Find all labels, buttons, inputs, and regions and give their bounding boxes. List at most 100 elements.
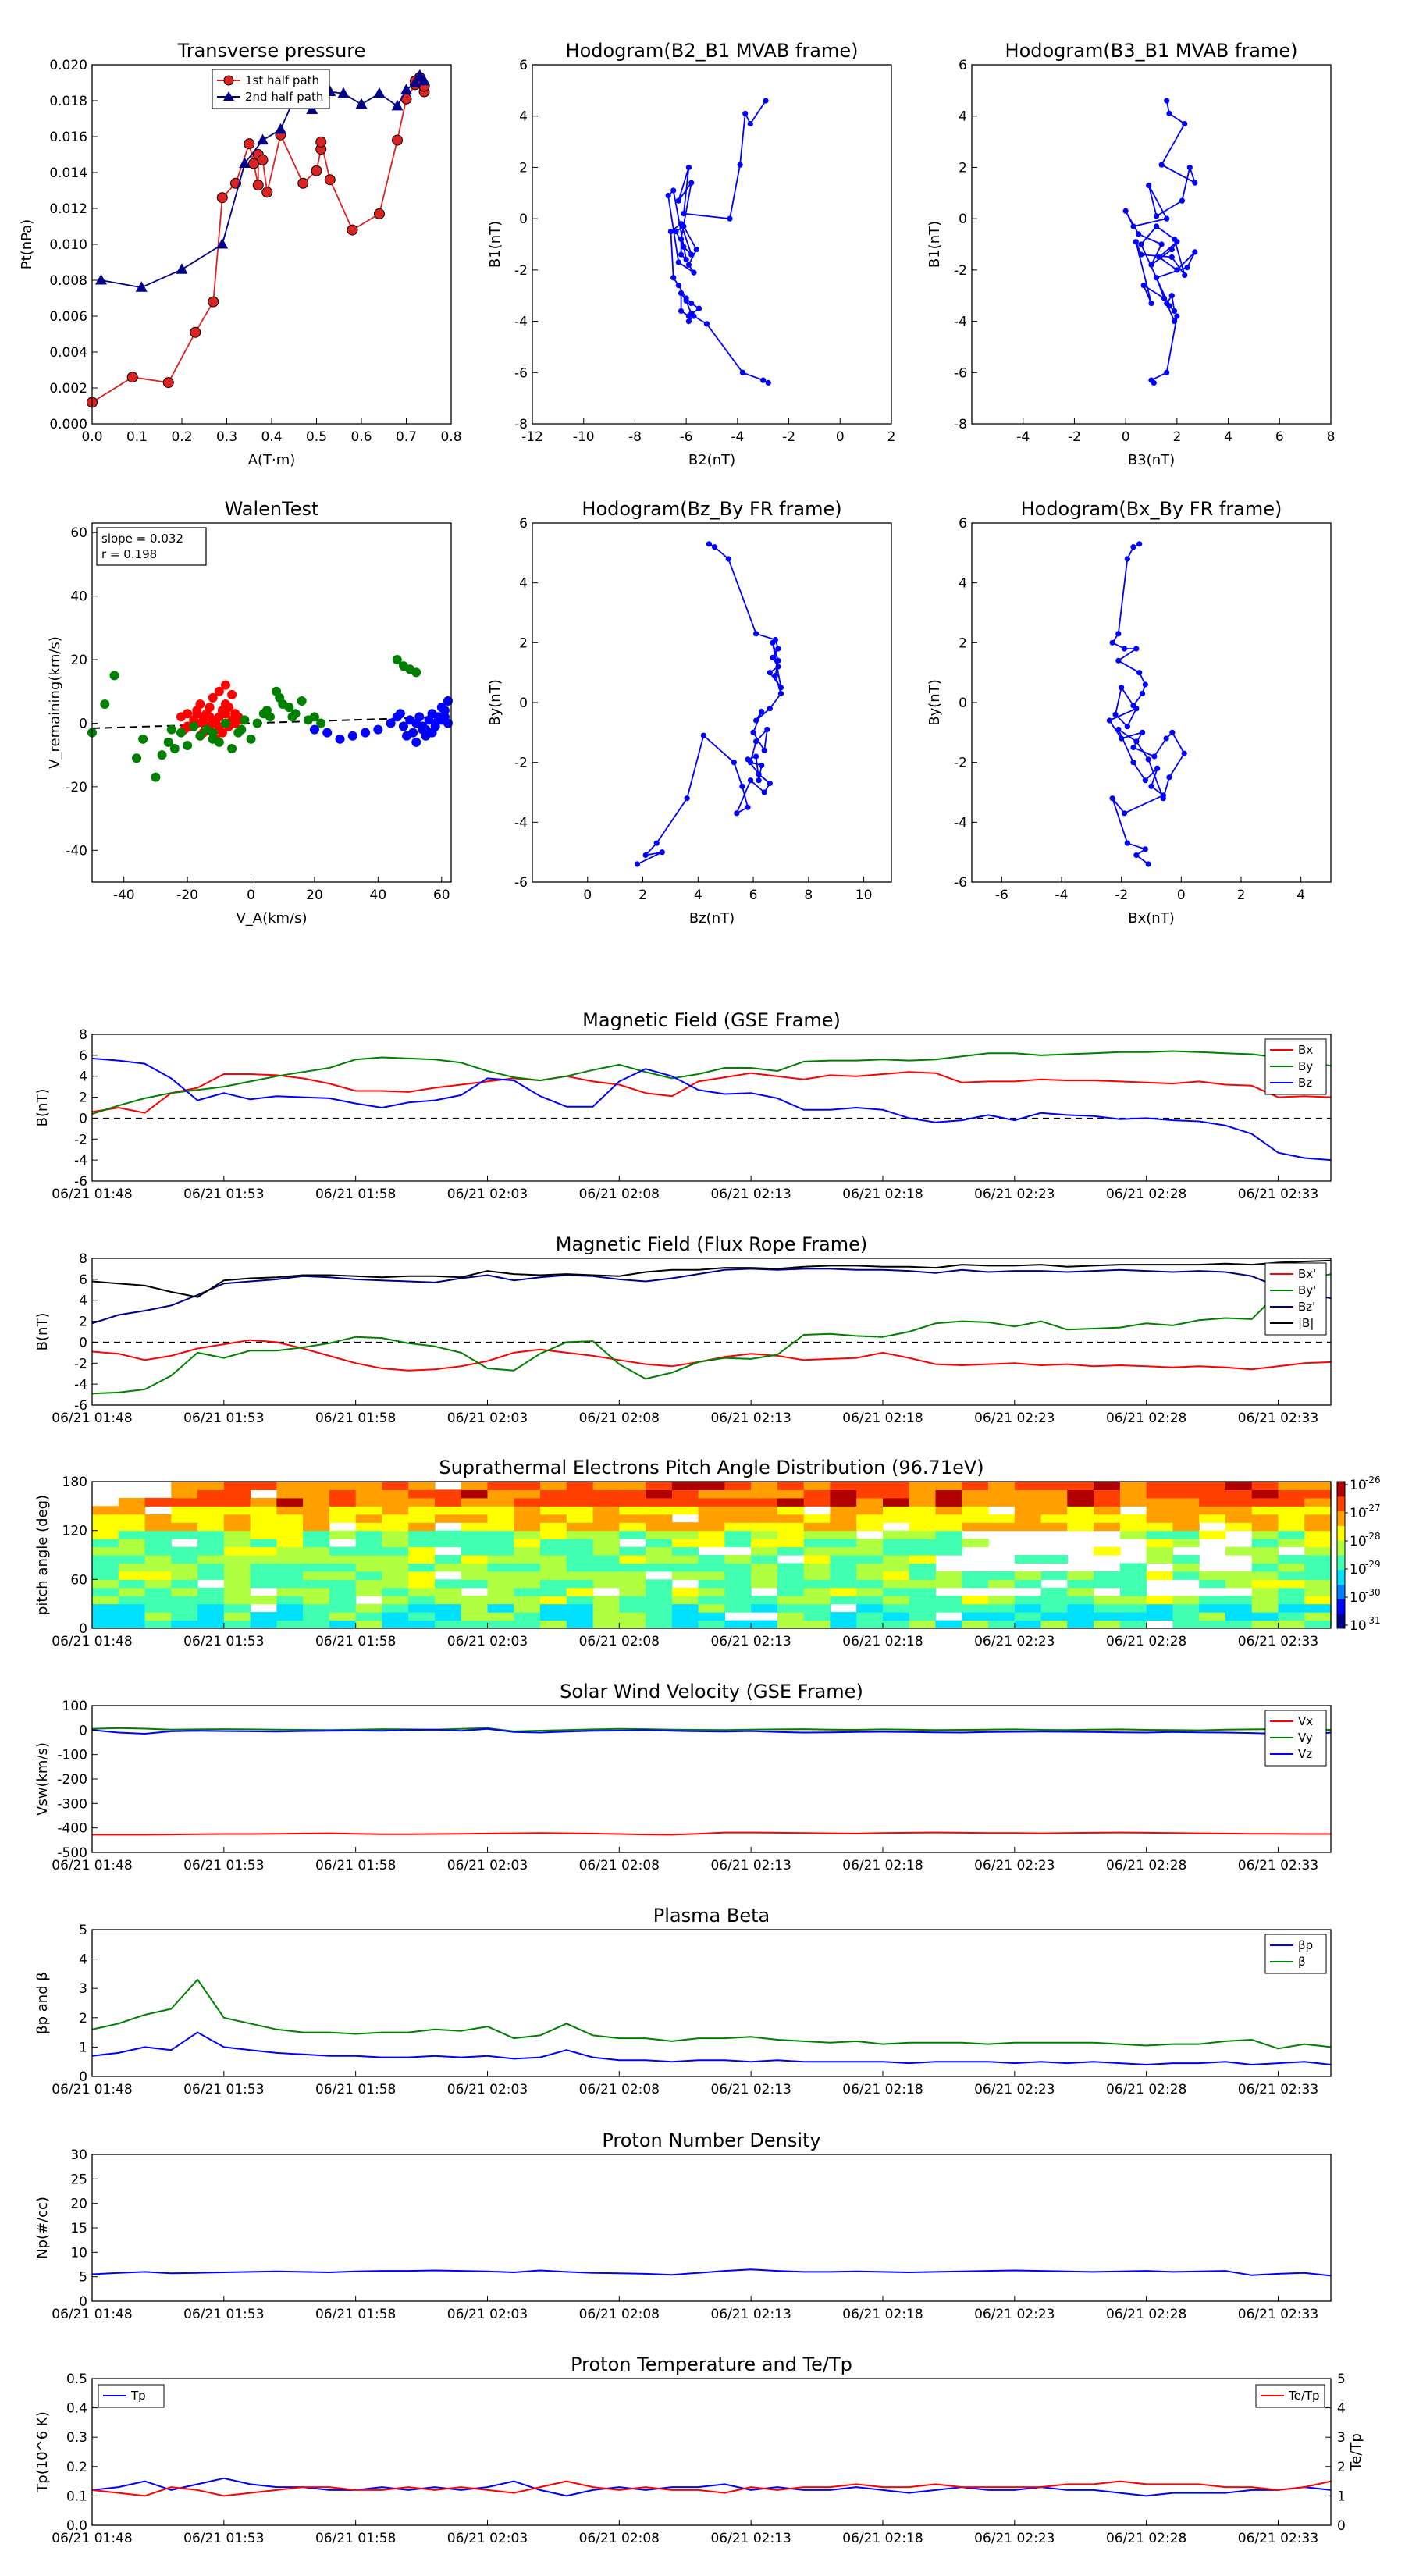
- pad-cell: [803, 1571, 831, 1580]
- pad-cell: [329, 1603, 357, 1613]
- h21-point: [765, 379, 771, 386]
- h21-point: [763, 98, 769, 104]
- h21-title: Hodogram(B2_B1 MVAB frame): [566, 40, 859, 62]
- pad-colorbar-segment: [1337, 1584, 1345, 1599]
- hxy-point: [1130, 544, 1136, 550]
- pad-cell: [435, 1506, 462, 1515]
- pad-cell: [803, 1489, 831, 1499]
- pad-cell: [276, 1571, 304, 1580]
- pad-cell: [514, 1587, 541, 1596]
- pad-cell: [408, 1587, 436, 1596]
- h31-ytick-label: 0: [959, 212, 967, 227]
- tp-legend-marker: [223, 91, 234, 101]
- pad-cell: [250, 1514, 277, 1523]
- vsw-series-Vz: [91, 1727, 1332, 1736]
- h21-xtick-label: -2: [782, 429, 795, 445]
- pad-cell: [1225, 1482, 1253, 1490]
- bgse-time-label: 06/21 02:03: [447, 1187, 528, 1202]
- pad-cell: [671, 1563, 699, 1572]
- pad-cell: [303, 1555, 330, 1564]
- pad-cell: [751, 1482, 778, 1490]
- tp-point: [374, 208, 385, 219]
- pad-cell: [566, 1612, 594, 1621]
- pad-cell: [250, 1546, 277, 1556]
- pad-cell: [250, 1522, 277, 1532]
- pad-cell: [1119, 1579, 1147, 1589]
- hxy-point: [1133, 852, 1140, 859]
- pad-cell: [751, 1522, 778, 1532]
- tp-point: [162, 377, 174, 389]
- h31-point: [1148, 262, 1154, 268]
- pad-cell: [803, 1612, 831, 1621]
- pad-cell: [1199, 1497, 1226, 1507]
- pad-cell: [1067, 1596, 1094, 1605]
- pad-cell: [1278, 1587, 1305, 1596]
- pad-cell: [962, 1482, 989, 1490]
- h21-point: [727, 215, 733, 222]
- h31-point: [1151, 379, 1157, 386]
- pad-colorbar-frame: [1336, 1481, 1346, 1629]
- pad-cell: [935, 1530, 962, 1539]
- pad-cell: [408, 1546, 436, 1556]
- pad-cell: [619, 1514, 646, 1523]
- hzy-point: [767, 780, 773, 787]
- hxy-point: [1151, 753, 1158, 760]
- h31-ytick-label: -4: [954, 315, 967, 330]
- pad-cell: [1278, 1506, 1305, 1515]
- pad-cell: [487, 1539, 514, 1548]
- pad-cell: [514, 1482, 541, 1490]
- pad-colorbar-label: 10: [1350, 1478, 1367, 1493]
- pad-cell: [355, 1497, 383, 1507]
- pad-cell: [592, 1539, 620, 1548]
- pad-cell: [1146, 1506, 1173, 1515]
- pad-cell: [144, 1530, 172, 1539]
- h21-point: [685, 164, 692, 171]
- h31-point: [1186, 164, 1193, 171]
- pad-cell: [1014, 1555, 1042, 1564]
- pad-cell: [144, 1571, 172, 1580]
- walen-point: [411, 737, 422, 747]
- pad-cell: [514, 1596, 541, 1605]
- pad-cell: [1251, 1620, 1279, 1629]
- pad-cell: [276, 1596, 304, 1605]
- pad-cell: [962, 1571, 989, 1580]
- pad-cell: [355, 1620, 383, 1629]
- h31-ytick-label: 6: [959, 58, 967, 73]
- pad-cell: [1119, 1596, 1147, 1605]
- pad-cell: [118, 1620, 146, 1629]
- pad-cell: [909, 1555, 937, 1564]
- tp-point: [216, 192, 228, 204]
- beta-ytick-label: 5: [79, 1923, 87, 1938]
- tp-point: [216, 238, 229, 249]
- pad-cell: [566, 1571, 594, 1580]
- hxy-ytick-label: 4: [959, 576, 967, 592]
- h31-point: [1153, 213, 1160, 219]
- tp2-legend-label: Te/Tp: [1288, 2389, 1320, 2403]
- h21-point: [703, 321, 710, 327]
- pad-cell: [144, 1514, 172, 1523]
- pad-cell: [382, 1555, 409, 1564]
- pad-cell: [1251, 1489, 1279, 1499]
- pad-cell: [461, 1522, 489, 1532]
- pad-cell: [751, 1497, 778, 1507]
- pad-cell: [566, 1579, 594, 1589]
- hzy-ytick-label: -2: [514, 756, 528, 771]
- pad-cell: [1172, 1571, 1200, 1580]
- pad-cell: [1014, 1579, 1042, 1589]
- pad-cell: [1119, 1522, 1147, 1532]
- pad-cell: [1199, 1620, 1226, 1629]
- chart-vsw: Solar Wind Velocity (GSE Frame) 06/21 01:…: [34, 1681, 1332, 1873]
- pad-cell: [619, 1587, 646, 1596]
- pad-cell: [1172, 1522, 1200, 1532]
- pad-cell: [1146, 1530, 1173, 1539]
- pad-cell: [250, 1612, 277, 1621]
- hxy-point: [1124, 556, 1130, 562]
- pad-time-label: 06/21 01:53: [183, 1634, 264, 1649]
- pad-cell: [118, 1563, 146, 1572]
- pad-cell: [962, 1514, 989, 1523]
- pad-cell: [671, 1603, 699, 1613]
- pad-cell: [856, 1539, 884, 1548]
- pad-cell: [250, 1530, 277, 1539]
- pad-cell: [1199, 1530, 1226, 1539]
- hzy-xtick-label: 4: [694, 888, 702, 903]
